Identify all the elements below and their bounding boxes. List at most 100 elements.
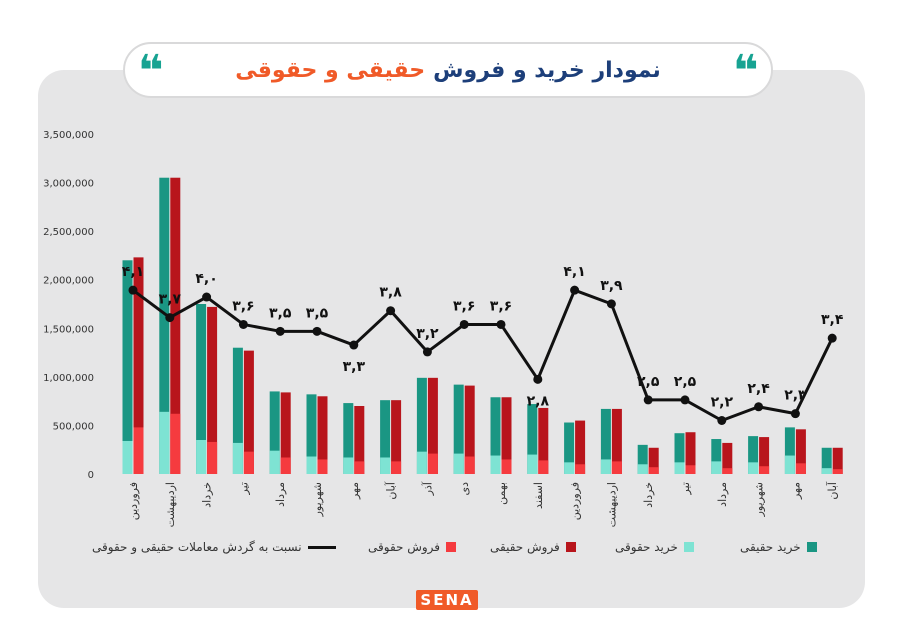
x-tick-label: تیر [679, 482, 692, 495]
bar-buy-legal [600, 459, 611, 474]
ratio-data-label: ۳,۶ [490, 298, 512, 314]
bar-sell-legal [795, 463, 806, 474]
ratio-point [717, 416, 727, 425]
bar-sell-real [427, 377, 438, 474]
x-tick-label: خرداد [642, 482, 655, 508]
bar-sell-legal [133, 427, 144, 474]
ratio-data-label: ۳,۵ [306, 305, 329, 321]
legend-item-sell-legal: فروش حقوقی [368, 536, 457, 558]
x-tick-label: مهر [789, 482, 802, 500]
legend-item-sell-real: فروش حقیقی [490, 536, 576, 558]
bar-sell-real [170, 177, 181, 474]
x-tick-label: خرداد [201, 482, 214, 508]
bar-buy-real [637, 444, 648, 474]
bar-buy-real [159, 177, 170, 474]
x-tick-label: فروردین [127, 482, 140, 520]
bar-buy-legal [196, 440, 207, 474]
bar-buy-legal [637, 464, 648, 474]
bar-sell-real [243, 350, 254, 474]
x-tick-label: اردیبهشت [164, 482, 177, 527]
y-tick-label: 2,000,000 [43, 276, 94, 287]
y-tick-label: 1,500,000 [43, 324, 94, 335]
legend-label-buy-real: خرید حقیقی [740, 540, 801, 554]
bar-buy-real [490, 397, 501, 474]
bar-buy-real [380, 400, 391, 474]
bar-buy-legal [527, 454, 538, 474]
ratio-point [386, 306, 396, 316]
legend-item-buy-real: خرید حقیقی [740, 536, 817, 558]
ratio-point [533, 374, 543, 384]
ratio-point [275, 326, 285, 336]
legend-label-sell-real: فروش حقیقی [490, 540, 560, 554]
legend-item-buy-legal: خرید حقوقی [615, 536, 694, 558]
legend-swatch-buy-real [806, 542, 817, 552]
ratio-data-label: ۳,۶ [453, 298, 475, 314]
ratio-point [349, 340, 359, 350]
bar-sell-real [133, 257, 144, 474]
x-tick-label: آذر [420, 481, 434, 496]
bar-sell-legal [501, 459, 512, 474]
bar-buy-real [711, 439, 722, 474]
ratio-point [680, 395, 690, 405]
ratio-point [570, 285, 580, 295]
bar-buy-legal [784, 455, 795, 474]
bar-buy-legal [306, 456, 317, 474]
bar-buy-real [416, 377, 427, 474]
x-tick-label: مهر [348, 482, 361, 500]
bar-buy-legal [159, 411, 170, 474]
bar-buy-legal [232, 442, 243, 474]
bar-buy-real [196, 304, 207, 474]
ratio-data-label: ۳,۴ [821, 312, 844, 328]
ratio-data-label: ۲,۵ [637, 374, 660, 390]
bar-buy-real [122, 260, 133, 474]
bar-buy-real [600, 408, 611, 474]
bar-buy-real [232, 347, 243, 474]
ratio-data-label: ۲,۸ [527, 393, 550, 409]
bar-sell-real [759, 437, 770, 474]
y-tick-label: 2,500,000 [43, 227, 94, 238]
x-tick-label: آبان [384, 481, 398, 499]
bar-sell-legal [391, 461, 402, 474]
bar-buy-real [674, 433, 685, 474]
bar-buy-real [748, 436, 759, 474]
ratio-data-label: ۳,۶ [232, 298, 254, 314]
bar-sell-real [317, 396, 328, 474]
ratio-data-label: ۲,۳ [784, 388, 807, 404]
bar-buy-legal [748, 462, 759, 474]
ratio-point [422, 347, 432, 357]
quote-mark-right-icon: ❝ [733, 46, 759, 97]
ratio-data-label: ۳,۳ [343, 359, 366, 375]
bar-sell-real [685, 432, 696, 474]
bar-buy-legal [343, 457, 354, 474]
x-tick-label: بهمن [495, 482, 508, 505]
bar-buy-real [564, 422, 575, 474]
ratio-data-label: ۲,۴ [747, 381, 770, 397]
x-tick-label: شهریور [753, 482, 766, 517]
bar-buy-real [343, 403, 354, 474]
bar-buy-legal [453, 453, 464, 474]
bar-sell-legal [575, 464, 586, 474]
ratio-data-label: ۳,۸ [379, 285, 402, 301]
bar-sell-real [832, 447, 843, 474]
bar-sell-legal [280, 457, 291, 474]
bar-sell-legal [685, 465, 696, 474]
bar-sell-legal [464, 456, 475, 474]
y-tick-label: 500,000 [53, 421, 94, 432]
bar-buy-legal [674, 462, 685, 474]
ratio-point [312, 326, 322, 336]
bar-buy-real [527, 404, 538, 474]
chart-title: نمودار خرید و فروش حقیقی و حقوقی [123, 42, 773, 98]
bar-buy-real [784, 427, 795, 474]
bar-sell-legal [317, 459, 328, 474]
ratio-point [827, 333, 837, 343]
quote-mark-left-icon: ❝ [138, 46, 164, 97]
bar-buy-legal [269, 450, 280, 474]
x-tick-label: اردیبهشت [605, 482, 618, 527]
bar-sell-legal [722, 468, 733, 474]
bar-sell-legal [354, 461, 365, 474]
ratio-data-label: ۲,۵ [674, 374, 697, 390]
ratio-point [496, 319, 506, 329]
bar-buy-legal [821, 468, 832, 474]
bar-sell-legal [427, 453, 438, 474]
